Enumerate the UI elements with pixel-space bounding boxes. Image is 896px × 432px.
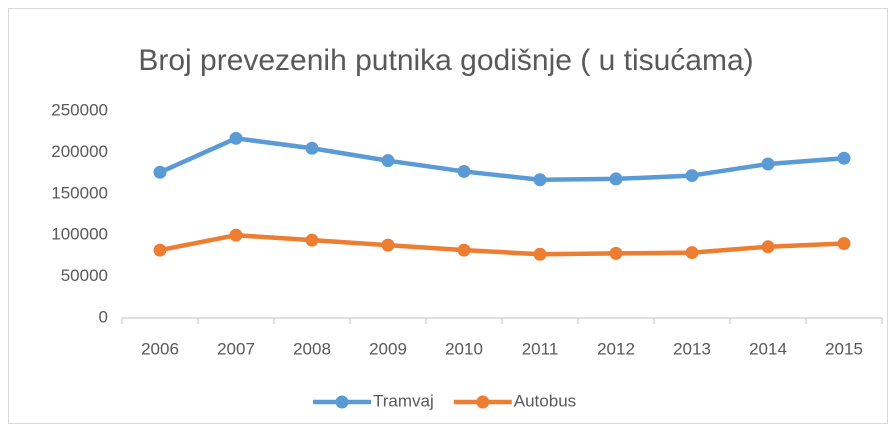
legend-marker (335, 395, 349, 409)
x-tick-label: 2013 (673, 339, 711, 358)
data-point (837, 236, 851, 250)
chart-title: Broj prevezenih putnika godišnje ( u tis… (138, 44, 753, 77)
y-tick-label: 100000 (51, 225, 108, 244)
data-point (305, 233, 319, 247)
y-tick-label: 50000 (61, 266, 108, 285)
data-point (685, 169, 699, 183)
x-tick-label: 2014 (749, 339, 787, 358)
data-point (533, 173, 547, 187)
y-tick-label: 0 (99, 307, 108, 326)
legend-marker (476, 395, 490, 409)
data-point (685, 246, 699, 260)
data-point (305, 141, 319, 155)
data-point (381, 154, 395, 168)
legend-label: Tramvaj (373, 391, 434, 410)
x-tick-label: 2006 (141, 339, 179, 358)
x-tick-label: 2012 (597, 339, 635, 358)
data-point (837, 151, 851, 165)
legend-label: Autobus (514, 391, 576, 410)
y-tick-label: 250000 (51, 100, 108, 119)
x-tick-label: 2015 (825, 339, 863, 358)
y-tick-label: 150000 (51, 183, 108, 202)
data-point (153, 165, 167, 179)
data-point (153, 243, 167, 257)
series-line (159, 232, 845, 257)
data-point (457, 243, 471, 257)
data-point (457, 164, 471, 178)
data-point (381, 238, 395, 252)
x-tick-label: 2011 (522, 339, 559, 358)
data-point (609, 246, 623, 260)
x-tick-label: 2007 (217, 339, 255, 358)
data-point (533, 247, 547, 261)
x-tick-label: 2009 (369, 339, 407, 358)
data-point (229, 131, 243, 145)
x-tick-label: 2008 (293, 339, 331, 358)
data-point (609, 172, 623, 186)
chart-frame (8, 8, 888, 424)
series-line (159, 136, 845, 182)
data-point (761, 240, 775, 254)
y-tick-label: 200000 (51, 142, 108, 161)
data-point (761, 157, 775, 171)
x-tick-label: 2010 (445, 339, 483, 358)
data-point (229, 228, 243, 242)
